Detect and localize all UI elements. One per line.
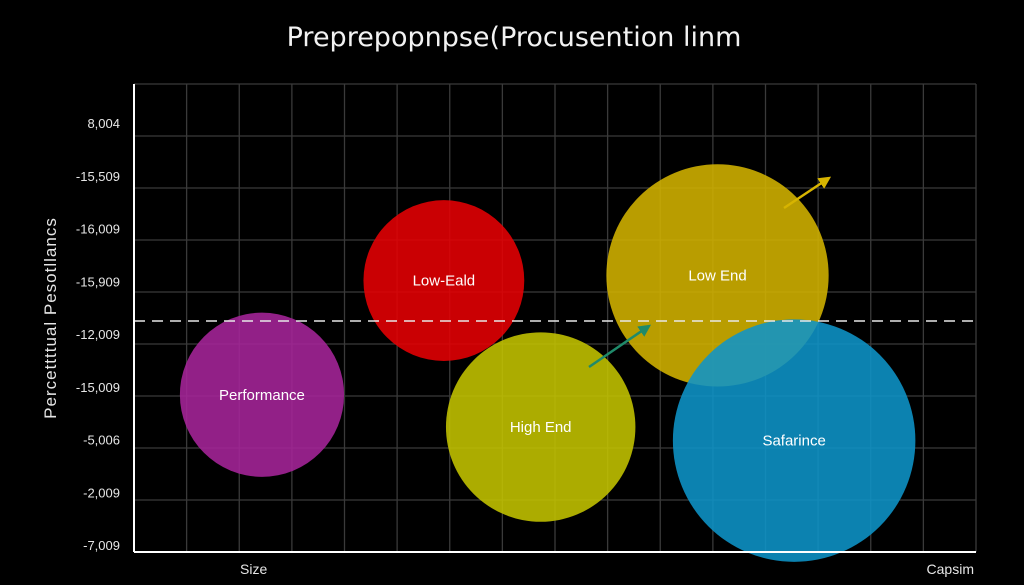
bubble-label: High End [510,419,572,436]
y-tick-label: -16,009 [76,222,120,237]
y-tick-label: -2,009 [83,485,120,500]
y-tick-label: -5,006 [83,433,120,448]
bubble [179,312,345,477]
bubble [672,319,916,562]
bubble-label: Low-Eald [413,273,476,290]
trend-arrow-green [588,324,652,369]
trend-arrow-gold [783,176,832,210]
y-axis-label: Percettttual Pesotllancs [41,217,60,419]
y-tick-label: -7,009 [83,538,120,553]
bubble-labels: Performance Low-Eald High End Low End Safari… [219,267,826,449]
y-axis-ticks: 8,004 -15,509 -16,009 -15,909 -12,009 -15,009… [76,116,120,553]
x-axis-label-left: Size [240,561,267,577]
bubble-label: Safarince [762,433,825,450]
y-tick-label: -15,009 [76,380,120,395]
y-tick-label: 8,004 [87,116,120,131]
bubble-label: Low End [688,267,746,284]
bubble-layer [179,164,916,562]
x-axis-label-right: Capsim [927,561,974,577]
y-tick-label: -12,009 [76,327,120,342]
chart-title: Preprepopnpse(Procusention linm [287,22,742,53]
bubble [445,332,636,522]
bubble-label: Performance [219,387,305,404]
y-tick-label: -15,509 [76,169,120,184]
y-tick-label: -15,909 [76,274,120,289]
